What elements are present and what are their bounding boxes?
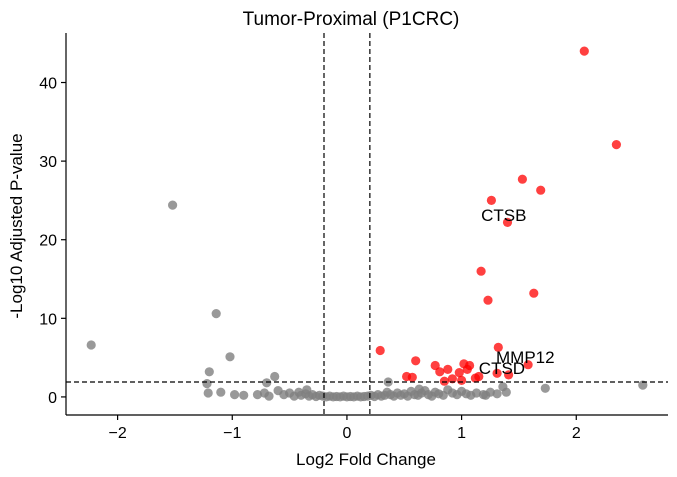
point-not-significant — [262, 378, 272, 388]
point-significant — [523, 360, 533, 370]
point-significant — [447, 374, 457, 384]
point-not-significant — [230, 390, 240, 400]
point-not-significant — [168, 200, 178, 210]
point-significant — [504, 370, 514, 380]
point-significant — [430, 360, 440, 371]
point-significant — [529, 288, 539, 298]
point-significant — [476, 266, 486, 276]
point-significant — [483, 295, 493, 305]
y-tick-label: 10 — [39, 311, 57, 328]
point-not-significant — [638, 380, 648, 390]
point-not-significant — [252, 390, 263, 400]
point-not-significant — [203, 388, 213, 398]
point-not-significant — [239, 390, 249, 400]
point-not-significant — [216, 387, 226, 397]
point-significant — [470, 373, 480, 383]
x-axis-label: Log2 Fold Change — [296, 450, 436, 469]
point-not-significant — [211, 309, 221, 319]
point-significant — [443, 364, 453, 374]
point-significant — [462, 364, 472, 374]
point-not-significant — [498, 382, 508, 392]
point-not-significant — [202, 379, 212, 389]
gene-annotation-label: CTSD — [479, 359, 525, 378]
point-significant — [407, 372, 417, 382]
point-significant — [439, 376, 449, 386]
point-not-significant — [204, 367, 214, 377]
point-significant — [536, 185, 546, 195]
point-not-significant — [414, 384, 424, 394]
point-significant — [493, 342, 503, 352]
point-significant — [611, 140, 622, 150]
y-tick-label: 30 — [39, 154, 57, 171]
y-tick-label: 20 — [39, 233, 57, 250]
point-not-significant — [264, 391, 274, 401]
x-tick-label: −1 — [223, 425, 241, 442]
gene-annotation-label: CTSB — [481, 206, 526, 225]
y-tick-label: 40 — [39, 76, 57, 93]
point-significant — [457, 375, 467, 385]
point-significant — [502, 217, 513, 227]
point-not-significant — [481, 390, 491, 400]
point-not-significant — [471, 388, 482, 398]
point-significant — [486, 195, 496, 205]
point-significant — [579, 46, 589, 56]
point-significant — [435, 367, 445, 377]
point-not-significant — [492, 389, 502, 399]
point-not-significant — [270, 371, 280, 382]
point-not-significant — [225, 352, 235, 362]
x-tick-label: 0 — [342, 425, 351, 442]
y-tick-label: 0 — [48, 390, 57, 407]
point-significant — [517, 174, 528, 184]
point-not-significant — [86, 340, 96, 350]
x-tick-label: 2 — [572, 425, 581, 442]
x-tick-label: −2 — [108, 425, 126, 442]
point-significant — [454, 368, 464, 378]
point-not-significant — [540, 383, 550, 393]
point-significant — [492, 368, 502, 378]
x-tick-label: 1 — [457, 425, 466, 442]
point-not-significant — [302, 385, 312, 395]
gene-annotation-label: MMP12 — [496, 348, 555, 367]
point-significant — [411, 356, 421, 366]
point-significant — [375, 345, 385, 356]
y-axis-label: -Log10 Adjusted P-value — [7, 133, 26, 318]
chart-title: Tumor-Proximal (P1CRC) — [243, 9, 460, 30]
